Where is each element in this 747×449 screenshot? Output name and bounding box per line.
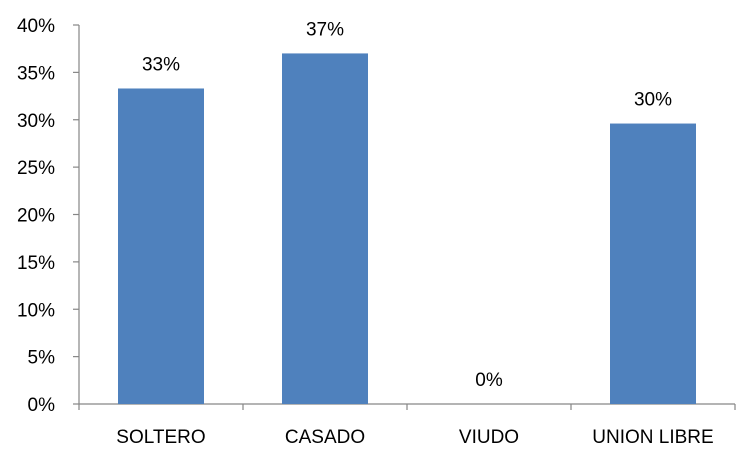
data-label: 0%	[475, 370, 503, 391]
y-tick-label: 0%	[28, 395, 56, 416]
bar	[118, 88, 204, 405]
data-label: 37%	[306, 19, 344, 40]
x-category-label: SOLTERO	[116, 427, 205, 448]
y-tick-label: 35%	[17, 63, 55, 84]
data-label: 33%	[142, 54, 180, 75]
bar	[610, 123, 696, 404]
y-tick-label: 15%	[17, 253, 55, 274]
x-category-label: VIUDO	[459, 427, 519, 448]
x-category-label: UNION LIBRE	[592, 427, 713, 448]
x-category-label: CASADO	[285, 427, 365, 448]
data-label: 30%	[634, 90, 672, 111]
bar	[282, 53, 368, 405]
y-tick-label: 40%	[17, 16, 55, 37]
y-tick-label: 25%	[17, 158, 55, 179]
y-tick-label: 5%	[28, 348, 56, 369]
y-tick-label: 20%	[17, 206, 55, 227]
y-tick-label: 10%	[17, 300, 55, 321]
y-tick-label: 30%	[17, 111, 55, 132]
